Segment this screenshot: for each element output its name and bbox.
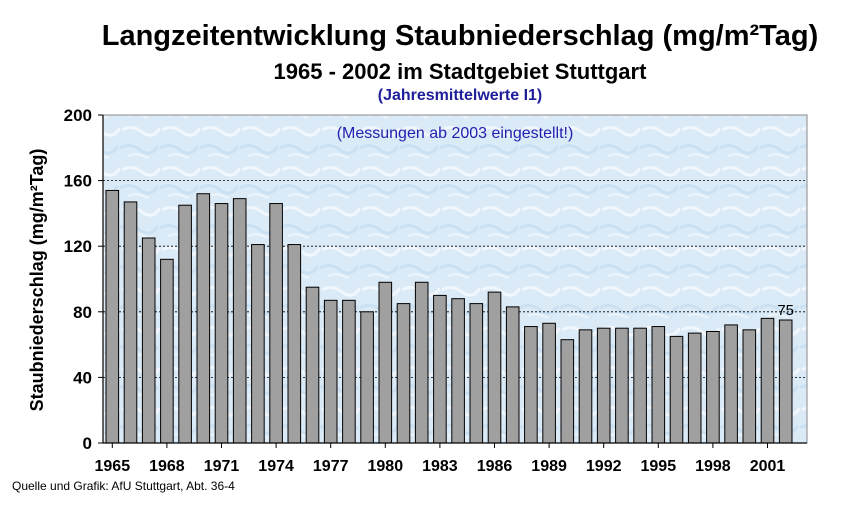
bar-1996 — [669, 335, 684, 444]
x-tick-label-1989: 1989 — [531, 458, 567, 475]
bar-1994 — [633, 327, 647, 444]
bar-1971 — [214, 203, 229, 444]
bar-1977 — [323, 299, 338, 444]
x-tick-label-1965: 1965 — [95, 458, 131, 475]
y-tick-label-0: 0 — [83, 434, 92, 453]
x-tick-label-2001: 2001 — [750, 458, 786, 475]
bar-1992 — [596, 327, 611, 444]
y-tick-label-120: 120 — [64, 237, 92, 256]
bar-1965 — [105, 189, 120, 444]
source-note: Quelle und Grafik: AfU Stuttgart, Abt. 3… — [12, 479, 235, 493]
bar-1966 — [123, 201, 138, 444]
x-axis: 1965 1968 1971 1974 1977 1980 1983 1986 1989 1992… — [95, 442, 807, 475]
bar-1984 — [451, 298, 465, 444]
chart-subtitle-annual-means: (Jahresmittelwerte I1) — [377, 87, 543, 104]
bar-1976 — [305, 286, 320, 444]
x-tick-label-1992: 1992 — [586, 458, 622, 475]
y-tick-label-160: 160 — [64, 172, 92, 191]
bar-1972 — [232, 198, 247, 444]
x-tick-label-1974: 1974 — [258, 458, 294, 475]
y-tick-label-40: 40 — [73, 368, 92, 387]
bar-1988 — [524, 326, 538, 444]
bar-1973 — [251, 244, 265, 444]
bar-1991 — [578, 329, 593, 444]
data-label-2002: 75 — [777, 302, 794, 319]
bar-1989 — [542, 322, 556, 444]
y-tick-label-80: 80 — [73, 303, 92, 322]
bar-1983 — [433, 294, 447, 444]
chart-title: Langzeitentwicklung Staubniederschlag (m… — [101, 20, 819, 52]
bar-1986 — [487, 291, 502, 444]
x-tick-label-1980: 1980 — [368, 458, 404, 475]
bar-1995 — [651, 326, 666, 444]
bar-1970 — [196, 193, 211, 444]
chart-subtitle: 1965 - 2002 im Stadtgebiet Stuttgart — [273, 59, 647, 84]
bar-1967 — [141, 237, 156, 444]
bar-1969 — [178, 204, 192, 444]
bar-2001 — [760, 317, 775, 444]
bar-2002 — [778, 319, 793, 444]
bar-2000 — [742, 329, 757, 444]
y-tick-label-200: 200 — [64, 106, 92, 125]
bars: 75 — [105, 189, 794, 444]
bar-1979 — [360, 311, 374, 444]
x-tick-label-1971: 1971 — [204, 458, 240, 475]
x-tick-label-1986: 1986 — [477, 458, 513, 475]
bar-1981 — [396, 303, 411, 444]
bar-1985 — [469, 303, 484, 444]
bar-1987 — [505, 306, 520, 444]
bar-1968 — [160, 258, 174, 444]
bar-1997 — [687, 332, 702, 444]
annotation-measurements-stopped: (Messungen ab 2003 eingestellt!) — [337, 125, 574, 142]
x-tick-label-1998: 1998 — [695, 458, 731, 475]
y-axis: 0 40 80 120 160 200 — [64, 106, 104, 453]
bar-1998 — [706, 330, 720, 444]
bar-1975 — [287, 244, 302, 444]
bar-1982 — [414, 281, 429, 444]
bar-1978 — [342, 299, 356, 444]
bar-1999 — [724, 324, 738, 444]
x-tick-label-1983: 1983 — [422, 458, 458, 475]
bar-1980 — [378, 281, 393, 444]
x-tick-label-1995: 1995 — [641, 458, 677, 475]
bar-1974 — [269, 203, 283, 444]
y-axis-label: Staubniederschlag (mg/m²Tag) — [27, 149, 47, 412]
x-tick-label-1968: 1968 — [149, 458, 185, 475]
bar-1993 — [615, 327, 629, 444]
bar-1990 — [560, 339, 575, 444]
x-tick-label-1977: 1977 — [313, 458, 349, 475]
